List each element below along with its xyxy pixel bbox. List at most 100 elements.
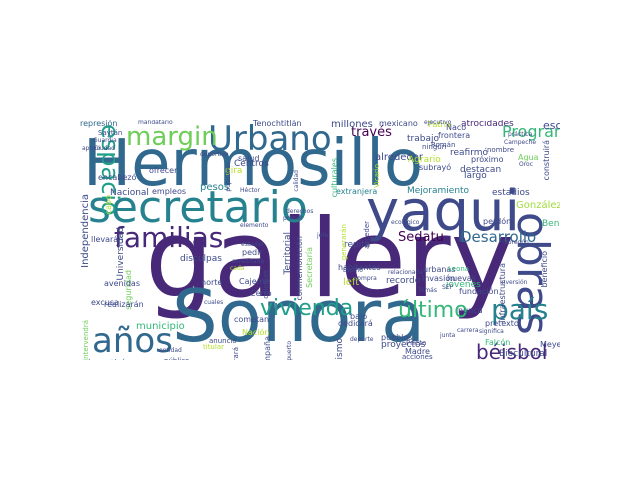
word-ciudad: Ciudad — [94, 145, 115, 152]
word-escuelas: escuelas — [543, 120, 560, 132]
word-madre: Madre — [405, 347, 430, 356]
word-primer: primer — [283, 215, 303, 222]
word-frontera: frontera — [438, 131, 471, 140]
word-anuncio: anunció — [209, 337, 237, 345]
word-bajo: bajo — [350, 312, 368, 321]
word-acreditada: acreditada — [232, 258, 264, 265]
word-yaqui: yaqui — [366, 179, 521, 244]
word-realizaran: realizarán — [104, 300, 144, 309]
word-pueblos: pueblos — [381, 333, 413, 342]
word-acciones: acciones — [402, 353, 433, 361]
word-beneficio: beneficio — [540, 251, 549, 288]
word-guardia: Guardia — [93, 137, 117, 144]
word-hector: Héctor — [240, 187, 260, 194]
word-apoyo: apoyo — [82, 145, 101, 152]
word-proximo: próximo — [471, 155, 504, 164]
word-cometan: cometan — [234, 315, 270, 324]
word-pais: país — [491, 293, 549, 326]
word-disculpas: disculpas — [180, 254, 222, 264]
word-calidad: calidad — [293, 170, 300, 192]
word-estadal: estadal — [241, 241, 263, 248]
word-sonora: Sonora — [172, 274, 426, 358]
word-gira: gira — [225, 166, 243, 176]
word-espino: Espino — [343, 267, 363, 274]
word-invasion: invasión — [422, 274, 456, 283]
word-agua: Agua — [518, 153, 539, 162]
word-junta: junta — [440, 332, 456, 339]
word-atrocidades: atrocidades — [461, 120, 514, 129]
word-trabajo: trabajo — [407, 134, 439, 144]
word-inversion: inversión — [500, 279, 528, 286]
word-repita: repita — [344, 240, 371, 250]
word-vicario: Vicario — [373, 164, 381, 188]
word-territorial: Territorial — [283, 232, 293, 275]
word-llevaran: llevarán — [91, 235, 124, 244]
word-norte: norte — [201, 278, 223, 287]
word-tenochtitlan: Tenochtitlán — [253, 120, 302, 128]
word-urbanas: urbanas — [423, 265, 456, 274]
word-relacionada: relacionada — [388, 269, 423, 276]
word-culturales: culturales — [330, 158, 339, 198]
word-campana: Campaña — [263, 336, 272, 360]
word-deporte: deporte — [350, 336, 374, 343]
word-pesos: pesos — [200, 182, 230, 193]
word-recordo: recordó — [386, 276, 421, 286]
word-left: left — [343, 277, 360, 288]
word-represion: represión — [80, 120, 118, 128]
word-biocultural: Biocultural — [499, 349, 548, 359]
word-millones: millones — [331, 120, 373, 130]
word-empleos: empleos — [152, 187, 186, 196]
word-beisbol: béisbol — [476, 340, 548, 360]
word-cerro: Cerro — [250, 289, 272, 298]
word-gonzalez: González — [516, 200, 560, 211]
word-extranjera: extranjera — [336, 187, 378, 196]
word-habitantes: habitantes — [338, 263, 381, 272]
word-cabo: cabo — [104, 195, 113, 215]
word-infraestructura: infraestructura — [498, 263, 507, 323]
word-saytan: Saytán — [98, 129, 123, 137]
word-carrera: carrera — [457, 327, 479, 334]
word-populares: populares — [225, 162, 232, 192]
word-subrayo: subrayó — [419, 163, 452, 172]
word-campeche: Campeche — [504, 139, 537, 146]
word-nacion: Nación — [242, 328, 270, 337]
word-ecologico: ecológico — [391, 219, 420, 226]
word-naco: Naco — [446, 123, 467, 132]
word-independencia: Independencia — [80, 194, 91, 268]
word-meyer: Meyer — [540, 340, 560, 349]
word-espacio: espacio — [96, 124, 124, 216]
word-benemerita: Benemérita — [542, 219, 560, 229]
word-largo: largo — [464, 171, 487, 181]
word-destacan: destacan — [460, 165, 502, 175]
word-cada: cada — [230, 265, 245, 272]
word-practica: práctica — [508, 131, 533, 138]
word-municipio: municipio — [136, 321, 185, 332]
word-asimismo: Asimismo — [335, 338, 345, 360]
word-jovenes: jóvenes — [446, 280, 481, 290]
word-mandatario: mandatario — [138, 120, 173, 126]
word-tomas: Tomás — [418, 287, 437, 294]
word-centros: Centros — [234, 159, 269, 169]
word-fundacion: fundación — [459, 287, 499, 296]
word-patria: Patria — [428, 120, 451, 129]
word-titular: titular — [203, 343, 224, 351]
word-desarrollo: Desarrollo — [460, 228, 537, 246]
word-ejecutivo: ejecutivo — [424, 120, 452, 126]
word-salud: salud — [238, 154, 260, 163]
word-alrededor: alrededor — [375, 152, 424, 163]
word-falcon: Falcón — [485, 338, 511, 347]
word-mejorara: mejorará — [232, 347, 240, 360]
word-programa: Programa — [502, 122, 560, 141]
word-urbano: Urbano — [208, 120, 332, 159]
word-nuevas: nuevas — [447, 274, 476, 283]
word-oroc: Oroc — [519, 161, 534, 168]
word-acceder: acceder — [363, 221, 371, 249]
word-cajeme: Cajeme — [239, 277, 270, 286]
word-conmemoracion: conmemoración — [295, 236, 304, 301]
word-prieta: Prieta — [406, 339, 427, 347]
word-intervendra: intervendrá — [82, 320, 90, 360]
word-nacional: Nacional — [110, 188, 149, 198]
word-significa: significa — [479, 328, 504, 335]
word-vivienda: vivienda — [260, 296, 354, 321]
word-nunca: nunca — [458, 306, 483, 315]
